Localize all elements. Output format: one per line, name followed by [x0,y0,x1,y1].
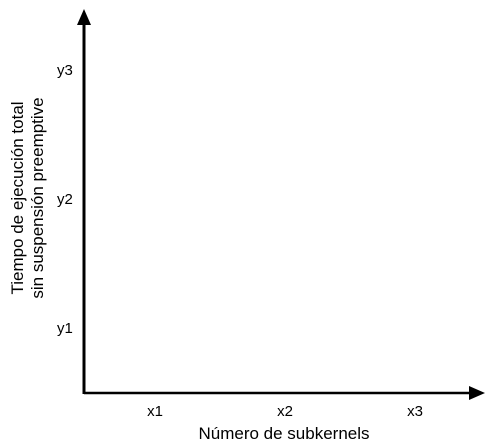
x-tick-label-3: x3 [407,403,423,420]
y-tick-label-2: y2 [57,191,73,208]
y-tick-label-1: y1 [57,320,73,337]
y-tick-label-3: y3 [57,62,73,79]
x-axis-arrowhead [469,386,485,400]
y-axis-title-line-2: sin suspensión preemptive [28,97,47,298]
y-axis-arrowhead [77,9,91,25]
x-axis-title: Número de subkernels [198,424,369,443]
x-tick-label-2: x2 [277,403,293,420]
x-tick-label-1: x1 [147,403,163,420]
y-axis-title-line-1: Tiempo de ejecución total [8,101,27,294]
y-axis-title: Tiempo de ejecución total sin suspensión… [8,97,47,298]
